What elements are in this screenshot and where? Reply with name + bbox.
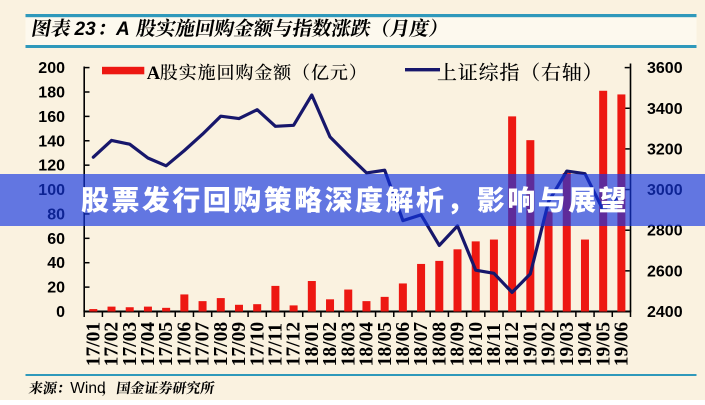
svg-text:60: 60 — [47, 231, 65, 248]
svg-text:3600: 3600 — [647, 60, 683, 77]
svg-text:17/07: 17/07 — [193, 322, 214, 367]
svg-text:3400: 3400 — [647, 101, 683, 118]
svg-text:19/05: 19/05 — [593, 322, 614, 367]
svg-text:120: 120 — [38, 158, 65, 175]
svg-text:18/12: 18/12 — [502, 322, 523, 366]
svg-text:23: 23 — [74, 19, 97, 40]
svg-text:18/09: 18/09 — [448, 322, 469, 367]
svg-text:0: 0 — [56, 304, 65, 321]
svg-text:18/04: 18/04 — [357, 322, 378, 367]
svg-text:19/02: 19/02 — [539, 322, 560, 366]
svg-text:17/06: 17/06 — [174, 322, 195, 367]
svg-text:17/08: 17/08 — [211, 322, 232, 367]
svg-text:Wind: Wind — [70, 380, 105, 397]
svg-text:A: A — [147, 63, 161, 84]
svg-text:20: 20 — [47, 280, 65, 297]
svg-text:19/04: 19/04 — [575, 322, 596, 367]
svg-text:3200: 3200 — [647, 141, 683, 158]
svg-text:17/09: 17/09 — [229, 322, 250, 367]
svg-text:17/04: 17/04 — [138, 322, 159, 367]
svg-text:18/06: 18/06 — [393, 322, 414, 367]
svg-text:19/03: 19/03 — [557, 322, 578, 367]
svg-text:18/08: 18/08 — [429, 322, 450, 367]
svg-text:2600: 2600 — [647, 263, 683, 280]
svg-text:A: A — [115, 19, 130, 40]
svg-text:17/05: 17/05 — [156, 322, 177, 367]
svg-text:17/10: 17/10 — [247, 322, 268, 366]
svg-text:2800: 2800 — [647, 223, 683, 240]
svg-text:180: 180 — [38, 85, 65, 102]
svg-text:19/01: 19/01 — [520, 322, 541, 366]
svg-text:18/10: 18/10 — [466, 322, 487, 366]
svg-text:18/03: 18/03 — [338, 322, 359, 367]
svg-text:17/12: 17/12 — [284, 322, 305, 366]
svg-text:18/11: 18/11 — [484, 323, 505, 366]
svg-text:18/05: 18/05 — [375, 322, 396, 367]
svg-text:200: 200 — [38, 60, 65, 77]
svg-text:160: 160 — [38, 109, 65, 126]
svg-text:19/06: 19/06 — [612, 322, 633, 367]
svg-text:140: 140 — [38, 133, 65, 150]
svg-text:2400: 2400 — [647, 304, 683, 321]
svg-text:17/03: 17/03 — [120, 322, 141, 367]
svg-text:40: 40 — [47, 255, 65, 272]
svg-text:18/07: 18/07 — [411, 322, 432, 367]
svg-text:17/11: 17/11 — [266, 323, 287, 366]
svg-text:17/02: 17/02 — [102, 322, 123, 366]
svg-text:17/01: 17/01 — [83, 322, 104, 366]
svg-text:18/02: 18/02 — [320, 322, 341, 366]
svg-text:18/01: 18/01 — [302, 322, 323, 366]
